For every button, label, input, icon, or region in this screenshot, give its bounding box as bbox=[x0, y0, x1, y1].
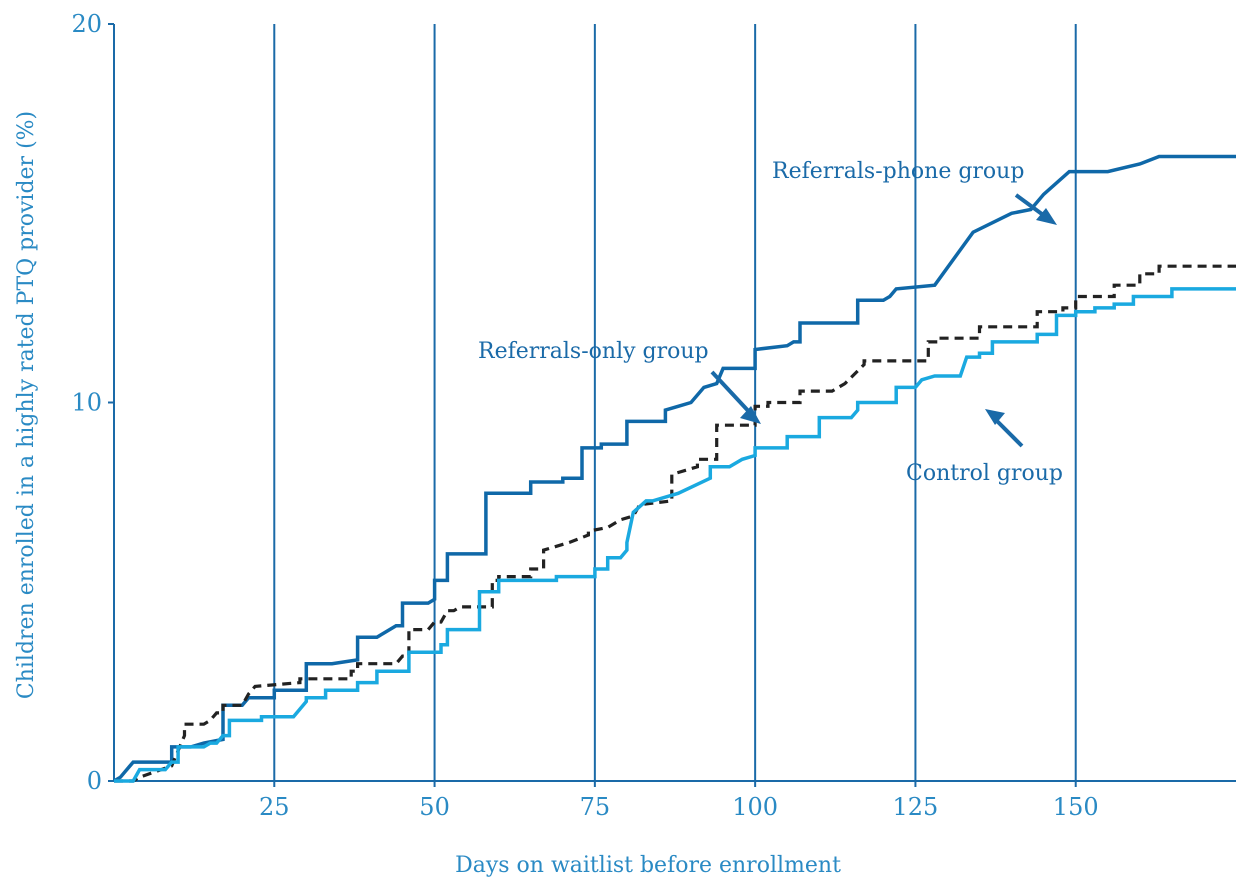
x-tick-label: 100 bbox=[732, 793, 778, 821]
x-axis-title: Days on waitlist before enrollment bbox=[455, 853, 841, 878]
series-line-referrals-phone-group bbox=[113, 154, 1236, 783]
arrowhead-referrals-only bbox=[740, 406, 761, 424]
y-axis-title: Children enrolled in a highly rated PTQ … bbox=[14, 111, 39, 699]
series-line-control-group bbox=[114, 287, 1236, 783]
annotation-control-label: Control group bbox=[906, 461, 1063, 486]
arrowhead-referrals-phone bbox=[1036, 208, 1057, 225]
arrowhead-control bbox=[985, 409, 1005, 425]
x-tick-label: 25 bbox=[259, 793, 290, 821]
annotation-referrals-phone-label: Referrals-phone group bbox=[772, 159, 1024, 184]
y-tick-label: 20 bbox=[71, 10, 102, 38]
series-lines bbox=[113, 154, 1236, 783]
annotation-control: Control group bbox=[906, 409, 1063, 486]
vertical-gridlines bbox=[273, 24, 1077, 781]
annotation-referrals-only-label: Referrals-only group bbox=[478, 339, 709, 364]
x-tick-label: 75 bbox=[580, 793, 611, 821]
series-line-referrals-only-group bbox=[114, 264, 1236, 783]
annotation-referrals-only: Referrals-only group bbox=[478, 339, 761, 424]
axes bbox=[108, 23, 1236, 787]
x-tick-label: 125 bbox=[893, 793, 939, 821]
arrow-referrals-only bbox=[710, 370, 755, 418]
annotation-referrals-phone: Referrals-phone group bbox=[772, 159, 1057, 225]
x-tick-label: 50 bbox=[419, 793, 450, 821]
y-tick-label: 0 bbox=[87, 767, 102, 795]
tick-labels: 25 50 75 100 125 150 0 10 20 bbox=[71, 10, 1098, 821]
y-tick-label: 10 bbox=[71, 389, 102, 417]
x-tick-label: 150 bbox=[1053, 793, 1099, 821]
